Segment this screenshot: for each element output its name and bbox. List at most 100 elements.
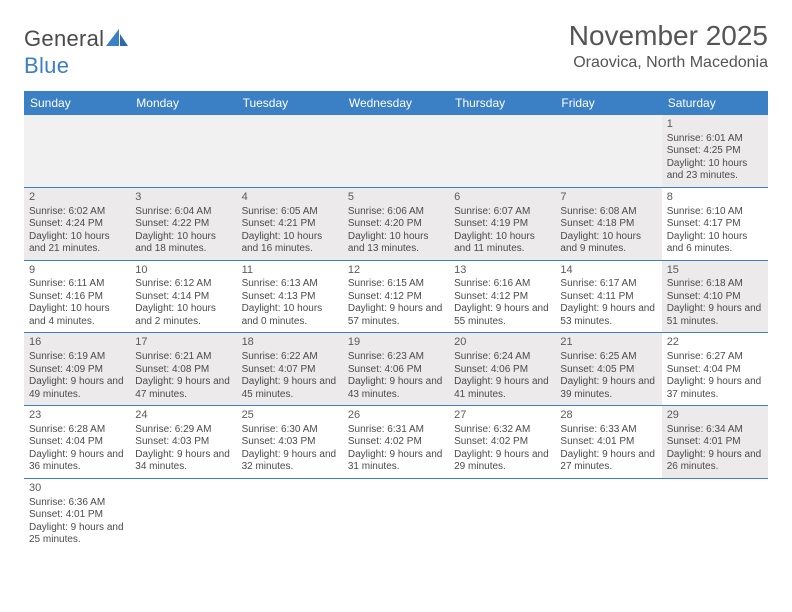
sunset-text: Sunset: 4:12 PM	[454, 291, 550, 304]
calendar-row: 23Sunrise: 6:28 AMSunset: 4:04 PMDayligh…	[24, 406, 768, 479]
calendar-cell: 18Sunrise: 6:22 AMSunset: 4:07 PMDayligh…	[237, 333, 343, 406]
day-number: 27	[454, 409, 550, 423]
calendar-cell: 30Sunrise: 6:36 AMSunset: 4:01 PMDayligh…	[24, 478, 130, 550]
day-number: 15	[667, 264, 763, 278]
day-number: 23	[29, 409, 125, 423]
brand-text: GeneralBlue	[24, 26, 130, 79]
sunset-text: Sunset: 4:03 PM	[135, 436, 231, 449]
calendar-cell: 6Sunrise: 6:07 AMSunset: 4:19 PMDaylight…	[449, 187, 555, 260]
sunset-text: Sunset: 4:04 PM	[667, 364, 763, 377]
daylight-text: Daylight: 10 hours and 9 minutes.	[560, 231, 656, 256]
daylight-text: Daylight: 9 hours and 29 minutes.	[454, 449, 550, 474]
calendar-cell: 27Sunrise: 6:32 AMSunset: 4:02 PMDayligh…	[449, 406, 555, 479]
location-label: Oraovica, North Macedonia	[569, 54, 768, 72]
day-header: Tuesday	[237, 91, 343, 115]
day-header-row: Sunday Monday Tuesday Wednesday Thursday…	[24, 91, 768, 115]
day-number: 19	[348, 336, 444, 350]
calendar-cell: 5Sunrise: 6:06 AMSunset: 4:20 PMDaylight…	[343, 187, 449, 260]
day-header: Wednesday	[343, 91, 449, 115]
calendar-cell: 16Sunrise: 6:19 AMSunset: 4:09 PMDayligh…	[24, 333, 130, 406]
calendar-cell: 25Sunrise: 6:30 AMSunset: 4:03 PMDayligh…	[237, 406, 343, 479]
daylight-text: Daylight: 9 hours and 26 minutes.	[667, 449, 763, 474]
daylight-text: Daylight: 9 hours and 55 minutes.	[454, 303, 550, 328]
sunset-text: Sunset: 4:11 PM	[560, 291, 656, 304]
sunset-text: Sunset: 4:09 PM	[29, 364, 125, 377]
daylight-text: Daylight: 9 hours and 31 minutes.	[348, 449, 444, 474]
daylight-text: Daylight: 9 hours and 27 minutes.	[560, 449, 656, 474]
sunrise-text: Sunrise: 6:02 AM	[29, 206, 125, 219]
sunset-text: Sunset: 4:10 PM	[667, 291, 763, 304]
calendar-cell	[343, 478, 449, 550]
day-header: Friday	[555, 91, 661, 115]
sunrise-text: Sunrise: 6:25 AM	[560, 351, 656, 364]
day-number: 6	[454, 191, 550, 205]
sunset-text: Sunset: 4:25 PM	[667, 145, 763, 158]
day-number: 12	[348, 264, 444, 278]
calendar-cell: 3Sunrise: 6:04 AMSunset: 4:22 PMDaylight…	[130, 187, 236, 260]
daylight-text: Daylight: 10 hours and 13 minutes.	[348, 231, 444, 256]
daylight-text: Daylight: 10 hours and 4 minutes.	[29, 303, 125, 328]
sunset-text: Sunset: 4:08 PM	[135, 364, 231, 377]
day-header: Saturday	[662, 91, 768, 115]
day-number: 24	[135, 409, 231, 423]
daylight-text: Daylight: 10 hours and 21 minutes.	[29, 231, 125, 256]
calendar-cell: 19Sunrise: 6:23 AMSunset: 4:06 PMDayligh…	[343, 333, 449, 406]
sunrise-text: Sunrise: 6:12 AM	[135, 278, 231, 291]
calendar-cell: 15Sunrise: 6:18 AMSunset: 4:10 PMDayligh…	[662, 260, 768, 333]
sunset-text: Sunset: 4:14 PM	[135, 291, 231, 304]
daylight-text: Daylight: 9 hours and 32 minutes.	[242, 449, 338, 474]
calendar-body: 1Sunrise: 6:01 AMSunset: 4:25 PMDaylight…	[24, 115, 768, 551]
day-number: 16	[29, 336, 125, 350]
calendar-cell	[555, 115, 661, 187]
calendar-cell: 4Sunrise: 6:05 AMSunset: 4:21 PMDaylight…	[237, 187, 343, 260]
sunrise-text: Sunrise: 6:28 AM	[29, 424, 125, 437]
day-header: Monday	[130, 91, 236, 115]
daylight-text: Daylight: 9 hours and 37 minutes.	[667, 376, 763, 401]
sunrise-text: Sunrise: 6:08 AM	[560, 206, 656, 219]
sunrise-text: Sunrise: 6:07 AM	[454, 206, 550, 219]
daylight-text: Daylight: 9 hours and 47 minutes.	[135, 376, 231, 401]
calendar-cell: 7Sunrise: 6:08 AMSunset: 4:18 PMDaylight…	[555, 187, 661, 260]
day-number: 3	[135, 191, 231, 205]
sunrise-text: Sunrise: 6:27 AM	[667, 351, 763, 364]
calendar-cell: 21Sunrise: 6:25 AMSunset: 4:05 PMDayligh…	[555, 333, 661, 406]
sunrise-text: Sunrise: 6:13 AM	[242, 278, 338, 291]
sunset-text: Sunset: 4:21 PM	[242, 218, 338, 231]
sunrise-text: Sunrise: 6:05 AM	[242, 206, 338, 219]
sunrise-text: Sunrise: 6:06 AM	[348, 206, 444, 219]
day-number: 2	[29, 191, 125, 205]
calendar-cell	[662, 478, 768, 550]
calendar-table: Sunday Monday Tuesday Wednesday Thursday…	[24, 91, 768, 551]
brand-part1: General	[24, 26, 104, 51]
day-number: 1	[667, 118, 763, 132]
calendar-cell: 13Sunrise: 6:16 AMSunset: 4:12 PMDayligh…	[449, 260, 555, 333]
sunset-text: Sunset: 4:06 PM	[348, 364, 444, 377]
day-number: 7	[560, 191, 656, 205]
sunrise-text: Sunrise: 6:33 AM	[560, 424, 656, 437]
sunrise-text: Sunrise: 6:10 AM	[667, 206, 763, 219]
daylight-text: Daylight: 10 hours and 11 minutes.	[454, 231, 550, 256]
sunset-text: Sunset: 4:20 PM	[348, 218, 444, 231]
day-number: 22	[667, 336, 763, 350]
daylight-text: Daylight: 10 hours and 0 minutes.	[242, 303, 338, 328]
calendar-cell: 9Sunrise: 6:11 AMSunset: 4:16 PMDaylight…	[24, 260, 130, 333]
sunset-text: Sunset: 4:12 PM	[348, 291, 444, 304]
calendar-cell	[130, 478, 236, 550]
calendar-cell: 22Sunrise: 6:27 AMSunset: 4:04 PMDayligh…	[662, 333, 768, 406]
sunset-text: Sunset: 4:22 PM	[135, 218, 231, 231]
calendar-cell: 2Sunrise: 6:02 AMSunset: 4:24 PMDaylight…	[24, 187, 130, 260]
sunrise-text: Sunrise: 6:23 AM	[348, 351, 444, 364]
calendar-cell	[449, 478, 555, 550]
calendar-cell: 29Sunrise: 6:34 AMSunset: 4:01 PMDayligh…	[662, 406, 768, 479]
daylight-text: Daylight: 9 hours and 41 minutes.	[454, 376, 550, 401]
sunrise-text: Sunrise: 6:11 AM	[29, 278, 125, 291]
sunset-text: Sunset: 4:16 PM	[29, 291, 125, 304]
sunrise-text: Sunrise: 6:18 AM	[667, 278, 763, 291]
calendar-cell: 20Sunrise: 6:24 AMSunset: 4:06 PMDayligh…	[449, 333, 555, 406]
title-block: November 2025 Oraovica, North Macedonia	[569, 20, 768, 72]
day-number: 18	[242, 336, 338, 350]
calendar-cell	[555, 478, 661, 550]
sunset-text: Sunset: 4:17 PM	[667, 218, 763, 231]
calendar-row: 2Sunrise: 6:02 AMSunset: 4:24 PMDaylight…	[24, 187, 768, 260]
sunrise-text: Sunrise: 6:16 AM	[454, 278, 550, 291]
